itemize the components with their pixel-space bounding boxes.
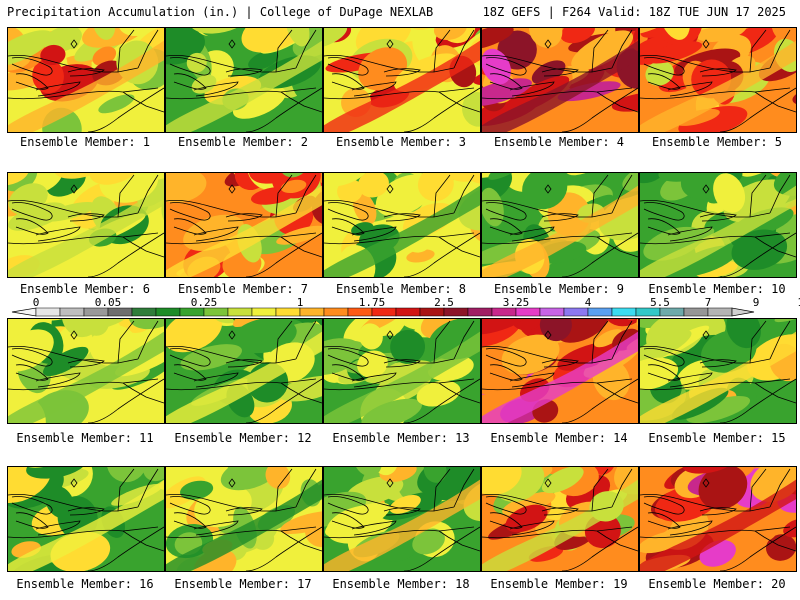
ensemble-member-map <box>7 318 165 424</box>
ensemble-member-map <box>165 318 323 424</box>
colorbar-box <box>107 307 133 317</box>
ensemble-member-map <box>323 27 481 133</box>
colorbar-box <box>491 307 517 317</box>
colorbar-box <box>515 307 541 317</box>
colorbar-left-arrow <box>11 307 37 317</box>
colorbar-legend: 0 0.05 0.25 1 1.75 2.5 3.25 4 5.5 7 9 12 <box>11 296 800 317</box>
chart-title: Precipitation Accumulation (in.) | Colle… <box>7 5 434 19</box>
colorbar-box <box>155 307 181 317</box>
colorbar-box <box>347 307 373 317</box>
colorbar-right-arrow <box>731 307 755 317</box>
colorbar-box <box>179 307 205 317</box>
colorbar-box <box>35 307 61 317</box>
colorbar-tick-label: 4 <box>585 296 592 309</box>
ensemble-member-map <box>165 172 323 278</box>
ensemble-member-label: Ensemble Member: 1 <box>19 135 151 149</box>
colorbar-box <box>635 307 661 317</box>
ensemble-member-map <box>639 318 797 424</box>
ensemble-member-label: Ensemble Member: 16 <box>16 577 154 591</box>
colorbar-box <box>395 307 421 317</box>
ensemble-member-label: Ensemble Member: 9 <box>493 282 625 296</box>
ensemble-member-label: Ensemble Member: 10 <box>648 282 786 296</box>
colorbar-box <box>371 307 397 317</box>
ensemble-member-label: Ensemble Member: 8 <box>335 282 467 296</box>
ensemble-member-label: Ensemble Member: 5 <box>651 135 783 149</box>
ensemble-member-map <box>165 27 323 133</box>
ensemble-member-label: Ensemble Member: 18 <box>332 577 470 591</box>
ensemble-member-map <box>7 27 165 133</box>
ensemble-member-map <box>481 27 639 133</box>
ensemble-member-map <box>481 318 639 424</box>
colorbar-tick-label: 2.5 <box>434 296 454 309</box>
ensemble-member-label: Ensemble Member: 12 <box>174 431 312 445</box>
colorbar-tick-label: 0.25 <box>191 296 218 309</box>
colorbar-box <box>707 307 733 317</box>
colorbar-tick-label: 0.05 <box>95 296 122 309</box>
ensemble-member-map <box>481 172 639 278</box>
colorbar-box <box>611 307 637 317</box>
colorbar-box <box>131 307 157 317</box>
ensemble-member-label: Ensemble Member: 14 <box>490 431 628 445</box>
colorbar-box <box>275 307 301 317</box>
ensemble-member-label: Ensemble Member: 15 <box>648 431 786 445</box>
ensemble-member-label: Ensemble Member: 6 <box>19 282 151 296</box>
ensemble-member-map <box>7 172 165 278</box>
colorbar-tick-label: 5.5 <box>650 296 670 309</box>
colorbar-tick-label: 12 <box>797 296 800 309</box>
colorbar-box <box>227 307 253 317</box>
colorbar-box <box>563 307 589 317</box>
ensemble-member-label: Ensemble Member: 11 <box>16 431 154 445</box>
colorbar-tick-label: 0 <box>33 296 40 309</box>
ensemble-member-map <box>165 466 323 572</box>
ensemble-member-map <box>323 318 481 424</box>
ensemble-member-map <box>481 466 639 572</box>
colorbar-tick-label: 7 <box>705 296 712 309</box>
colorbar-box <box>83 307 109 317</box>
ensemble-member-label: Ensemble Member: 17 <box>174 577 312 591</box>
colorbar-box <box>419 307 445 317</box>
colorbar-tick-label: 3.25 <box>503 296 530 309</box>
ensemble-member-map <box>323 466 481 572</box>
ensemble-member-label: Ensemble Member: 4 <box>493 135 625 149</box>
colorbar-box <box>323 307 349 317</box>
colorbar-box <box>467 307 493 317</box>
colorbar-box <box>203 307 229 317</box>
ensemble-member-map <box>639 466 797 572</box>
colorbar-box <box>683 307 709 317</box>
colorbar-box <box>587 307 613 317</box>
colorbar-tick-label: 9 <box>753 296 760 309</box>
colorbar-box <box>251 307 277 317</box>
colorbar-box <box>659 307 685 317</box>
colorbar-tick-label: 1 <box>297 296 304 309</box>
ensemble-member-map <box>639 172 797 278</box>
ensemble-member-label: Ensemble Member: 3 <box>335 135 467 149</box>
ensemble-member-label: Ensemble Member: 20 <box>648 577 786 591</box>
valid-time: 18Z GEFS | F264 Valid: 18Z TUE JUN 17 20… <box>482 5 786 19</box>
colorbar-box <box>299 307 325 317</box>
colorbar-box <box>443 307 469 317</box>
ensemble-member-map <box>323 172 481 278</box>
colorbar-tick-label: 1.75 <box>359 296 386 309</box>
ensemble-member-label: Ensemble Member: 2 <box>177 135 309 149</box>
ensemble-member-label: Ensemble Member: 19 <box>490 577 628 591</box>
ensemble-member-label: Ensemble Member: 7 <box>177 282 309 296</box>
ensemble-member-label: Ensemble Member: 13 <box>332 431 470 445</box>
ensemble-member-map <box>7 466 165 572</box>
colorbar-box <box>539 307 565 317</box>
colorbar-box <box>59 307 85 317</box>
ensemble-member-map <box>639 27 797 133</box>
